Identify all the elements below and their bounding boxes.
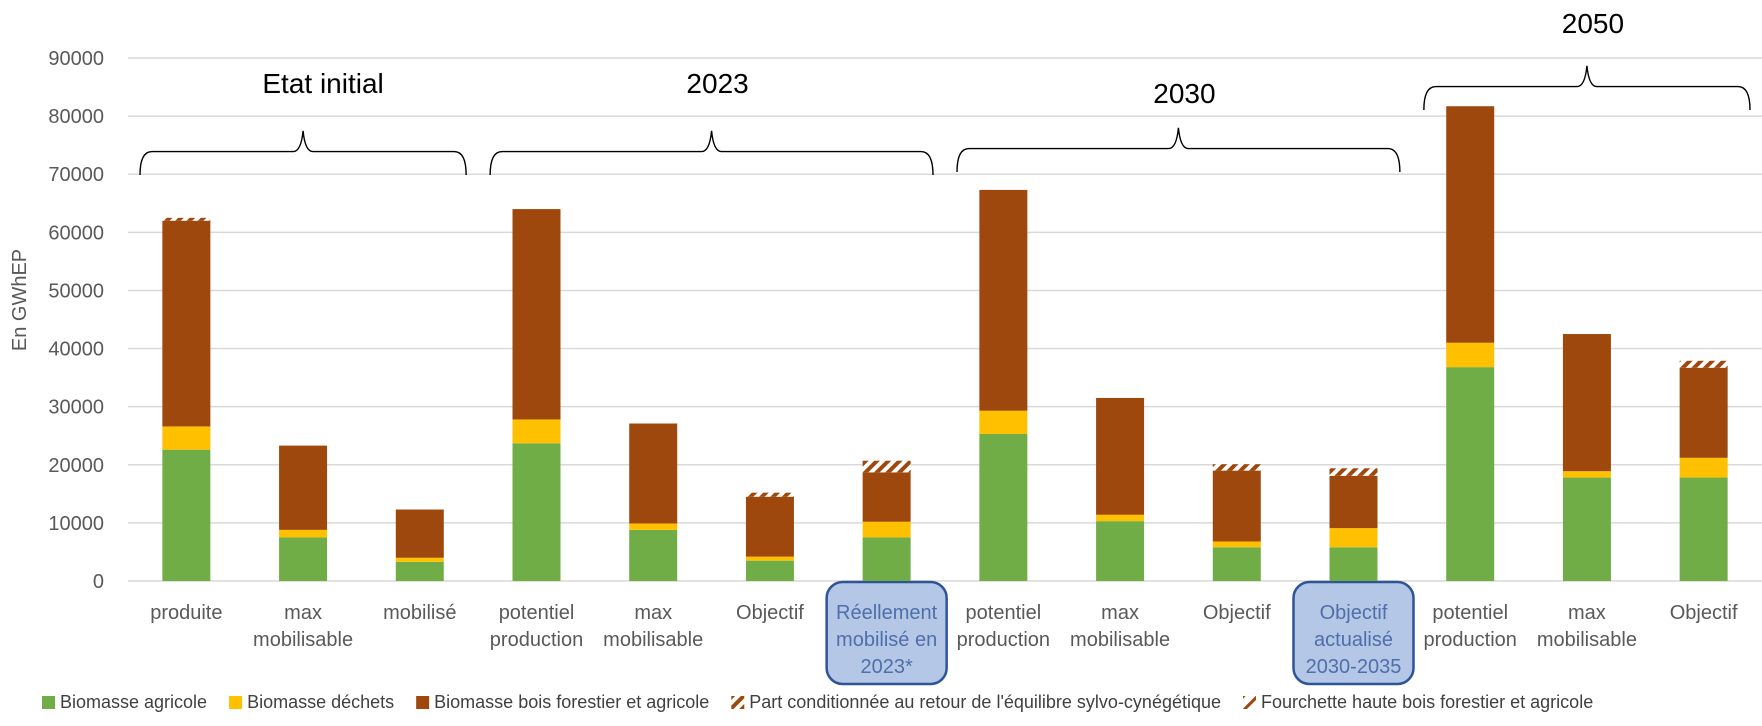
y-tick-label: 70000 (48, 164, 104, 186)
category-label: max mobilisable (253, 602, 353, 651)
y-tick-label: 0 (93, 571, 104, 593)
category-label: potentiel production (957, 602, 1050, 651)
bar-segment (862, 472, 911, 522)
bar-segment (1679, 367, 1728, 458)
bar-segment (1679, 360, 1728, 368)
bar-segment (1212, 541, 1261, 548)
bar-segment (512, 443, 561, 581)
bar-segment (162, 426, 211, 450)
legend-label: Biomasse agricole (60, 692, 207, 712)
bar-segment (1212, 464, 1261, 471)
bar-segment (162, 449, 211, 581)
y-tick-label: 10000 (48, 513, 104, 535)
bar-segment (395, 557, 444, 562)
bar-segment (862, 460, 911, 473)
category-label: max mobilisable (1537, 602, 1637, 651)
bar-segment (862, 537, 911, 581)
bar-segment (1212, 470, 1261, 542)
highlight-box (1292, 580, 1415, 686)
y-tick-label: 40000 (48, 339, 104, 361)
category-label: Objectif (736, 602, 804, 624)
y-tick-label: 90000 (48, 48, 104, 70)
bar-segment (395, 561, 444, 581)
legend-swatch (731, 696, 745, 709)
bar-segment (745, 560, 794, 581)
bar-segment (162, 217, 211, 221)
legend-label: Biomasse bois forestier et agricole (434, 692, 709, 712)
bar-segment (279, 537, 328, 581)
bar-segment (1096, 514, 1145, 522)
bar-segment (745, 556, 794, 561)
bar-segment (1446, 342, 1495, 368)
group-brace (956, 127, 1401, 173)
bar-segment (1562, 334, 1611, 472)
bar-segment (745, 496, 794, 557)
bar-segment (395, 509, 444, 558)
y-tick-label: 50000 (48, 280, 104, 302)
legend-label: Fourchette haute bois forestier et agric… (1261, 692, 1593, 712)
group-brace (1423, 65, 1751, 111)
y-tick-label: 80000 (48, 106, 104, 128)
legend-swatch (42, 696, 55, 709)
bar-segment (1329, 475, 1378, 529)
bar-segment (979, 433, 1028, 581)
bar-segment (1096, 397, 1145, 515)
category-label: potentiel production (490, 602, 583, 651)
legend-label: Part conditionnée au retour de l'équilib… (749, 692, 1221, 712)
bar-segment (1329, 528, 1378, 548)
y-tick-label: 30000 (48, 397, 104, 419)
group-label: 2030 (1153, 78, 1215, 109)
bar-segment (1329, 468, 1378, 476)
bar-segment (279, 445, 328, 530)
category-label: Objectif (1670, 602, 1738, 624)
bar-segment (1096, 521, 1145, 581)
bar-segment (979, 189, 1028, 411)
category-label: potentiel production (1424, 602, 1517, 651)
bar-segment (629, 529, 678, 581)
bar-segment (862, 521, 911, 538)
bar-segment (1329, 547, 1378, 581)
y-tick-label: 60000 (48, 222, 104, 244)
bar-segment (629, 423, 678, 524)
bar-segment (1446, 106, 1495, 343)
bar-segment (1679, 457, 1728, 478)
highlight-box (825, 580, 948, 686)
bar-segment (512, 419, 561, 444)
group-label: 2023 (686, 68, 748, 99)
category-label: max mobilisable (1070, 602, 1170, 651)
category-label: Réellement mobilisé en 2023* (836, 602, 938, 678)
category-label: Objectif (1203, 602, 1271, 624)
legend-label: Biomasse déchets (247, 692, 394, 712)
group-brace (139, 130, 467, 176)
category-label: max mobilisable (603, 602, 703, 651)
legend-swatch (416, 696, 430, 709)
bar-segment (1446, 367, 1495, 581)
group-label: 2050 (1562, 8, 1624, 39)
y-axis-label: En GWhEP (9, 249, 31, 351)
bar-segment (979, 410, 1028, 434)
bar-segment (162, 220, 211, 427)
bar-segment (1679, 477, 1728, 581)
y-tick-label: 20000 (48, 455, 104, 477)
group-brace (489, 130, 934, 176)
bar-segment (745, 492, 794, 497)
group-label: Etat initial (262, 68, 383, 99)
category-label: Objectif actualisé 2030-2035 (1306, 602, 1402, 678)
bar-segment (1212, 547, 1261, 581)
category-label: produite (150, 602, 222, 624)
legend-swatch (1243, 696, 1257, 709)
bar-segment (512, 209, 561, 420)
bar-segment (629, 523, 678, 530)
bar-segment (1562, 471, 1611, 478)
bar-segment (1562, 477, 1611, 581)
category-label: mobilisé (383, 602, 456, 624)
legend-swatch (229, 696, 243, 709)
bar-segment (279, 529, 328, 538)
